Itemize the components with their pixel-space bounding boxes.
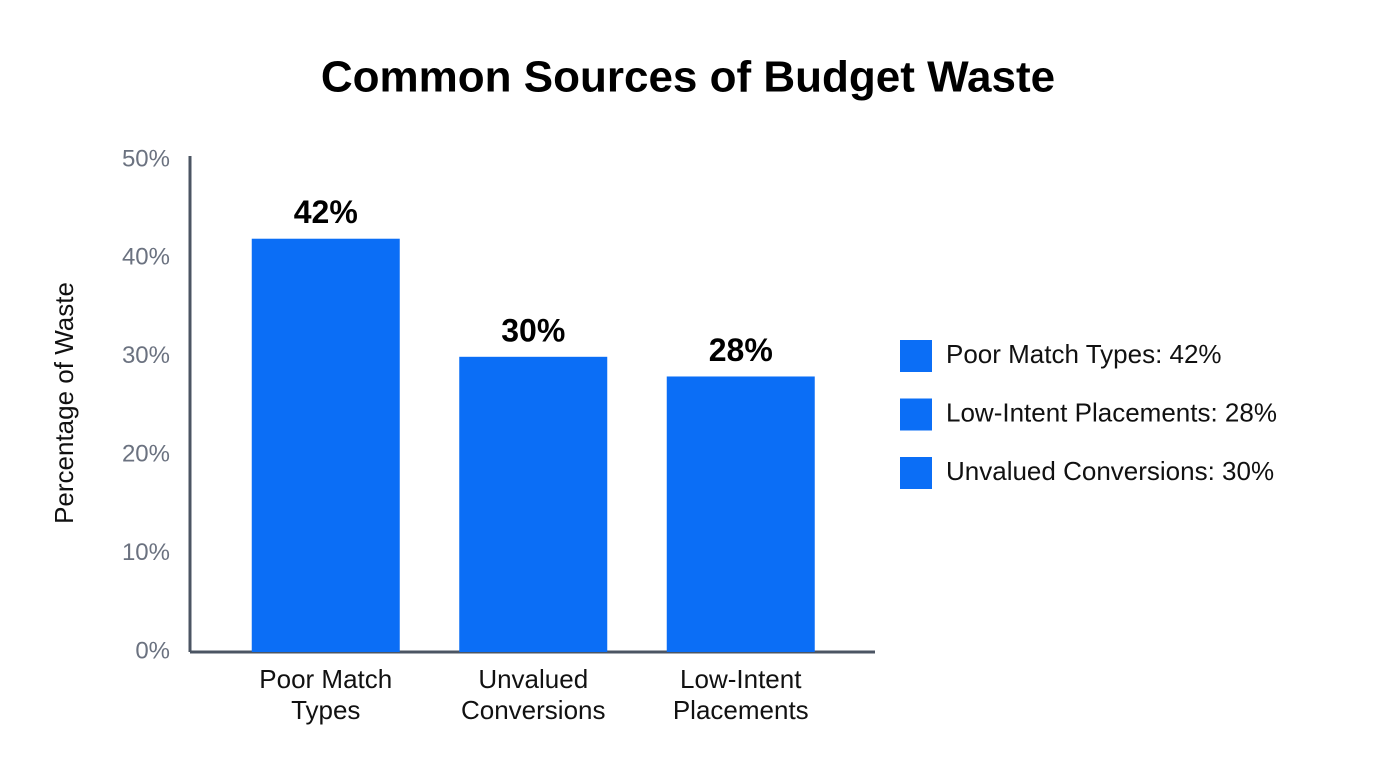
- bar: [251, 238, 400, 652]
- bar: [459, 356, 608, 652]
- value-label: 28%: [709, 332, 773, 368]
- legend-label: Unvalued Conversions: 30%: [946, 456, 1274, 486]
- legend-swatch: [900, 457, 932, 489]
- y-tick-label: 10%: [122, 539, 170, 566]
- value-label: 42%: [294, 194, 358, 230]
- y-tick-label: 0%: [135, 637, 170, 664]
- y-tick-label: 50%: [122, 145, 170, 172]
- y-tick-label: 30%: [122, 342, 170, 369]
- x-tick-label: Unvalued Conversions: [460, 664, 606, 725]
- legend-label: Low-Intent Placements: 28%: [946, 397, 1277, 427]
- bar: [666, 376, 815, 652]
- legend-swatch: [900, 398, 932, 431]
- y-tick-label: 40%: [122, 244, 170, 271]
- legend-label: Poor Match Types: 42%: [946, 339, 1222, 369]
- legend-swatch: [900, 340, 932, 372]
- x-tick-label: Low-Intent Placements: [672, 664, 809, 725]
- y-tick-label: 20%: [122, 441, 170, 468]
- value-label: 30%: [501, 312, 565, 348]
- chart-title: Common Sources of Budget Waste: [321, 53, 1055, 102]
- x-tick-label: Poor Match Types: [259, 664, 393, 725]
- y-axis-label: Percentage of Waste: [49, 282, 79, 524]
